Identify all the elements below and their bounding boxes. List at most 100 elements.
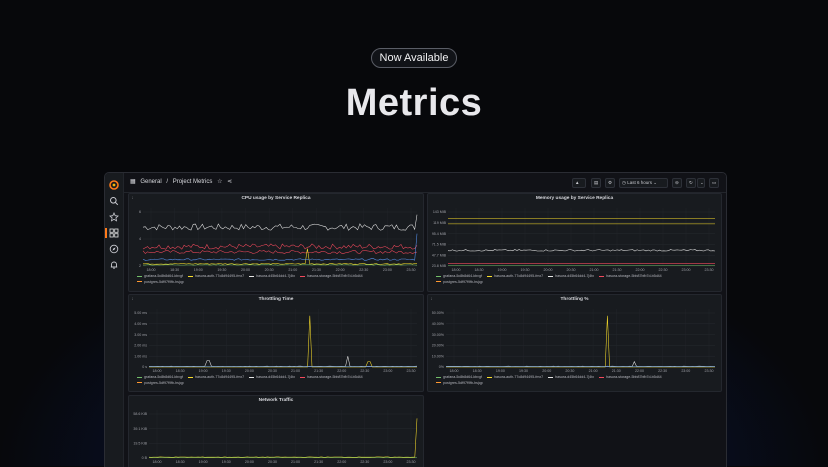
legend-item[interactable]: hasura-storage-5bb87bfb7d-b5d44 xyxy=(599,375,662,379)
legend-item[interactable]: grafana-5c8b8d64-kbvgf xyxy=(436,375,482,379)
series-line xyxy=(142,233,418,261)
x-tick-label: 21:00 xyxy=(589,369,598,373)
chevron-down-icon: ⌄ xyxy=(653,180,658,185)
chart-svg: 0 s 1.00 ms 2.00 ms 3.00 ms 4.00 ms 5.00 ms 18… xyxy=(134,309,418,373)
legend-swatch xyxy=(436,376,441,378)
save-icon[interactable]: ▤ xyxy=(591,178,601,188)
legend-item[interactable]: hasura-d45b64dd4-7j4tx xyxy=(249,274,295,278)
legend-item[interactable]: hasura-storage-5bb87bfb7d-b5d44 xyxy=(300,375,363,379)
throttling-percent-panel[interactable]: 0% 10.00% 20.00% 30.00% 40.00% 50.00% 18:00 18:… xyxy=(427,294,722,392)
series-line xyxy=(148,418,418,458)
settings-icon[interactable]: ⚙ xyxy=(605,178,615,188)
legend-item[interactable]: hasura-storage-5bb87bfb7d-b5d44 xyxy=(599,274,662,278)
breadcrumb-dashboard[interactable]: Project Metrics xyxy=(172,179,213,185)
tv-mode-icon[interactable]: ▭ xyxy=(709,178,719,188)
cpu-usage-panel[interactable]: 2 4 6 18:00 18:30 19:00 19:30 20:00 20:30 21:00 21… xyxy=(128,193,424,292)
throttling-time-panel[interactable]: 0 s 1.00 ms 2.00 ms 3.00 ms 4.00 ms 5.00 ms 18… xyxy=(128,294,424,392)
legend-swatch xyxy=(137,281,142,283)
legend-label: hasura-storage-5bb87bfb7d-b5d44 xyxy=(606,274,662,278)
star-icon[interactable] xyxy=(109,212,119,222)
legend-item[interactable]: postgres-5df97f9fb-hsjqp xyxy=(137,280,184,284)
x-tick-label: 21:30 xyxy=(613,268,622,272)
x-tick-label: 22:00 xyxy=(636,268,645,272)
share-icon[interactable]: ⋖ xyxy=(227,179,233,185)
x-tick-label: 18:00 xyxy=(452,268,461,272)
legend-item[interactable]: hasura-auth-77c8d94495-fmx7 xyxy=(187,375,244,379)
y-tick-label: 0 s xyxy=(142,365,147,369)
y-tick-label: 143 MiB xyxy=(433,210,447,214)
legend-item[interactable]: hasura-d45b64dd4-7j4tx xyxy=(548,274,594,278)
legend-item[interactable]: grafana-5c8b8d64-kbvgf xyxy=(436,274,482,278)
legend-item[interactable]: hasura-auth-77c8d94495-fmx7 xyxy=(486,375,543,379)
breadcrumb-folder[interactable]: General xyxy=(140,179,162,185)
panel-title: CPU usage by Service Replica xyxy=(241,196,311,201)
series-line xyxy=(149,315,417,368)
zoom-out-icon[interactable]: ⊖ xyxy=(672,178,682,188)
x-tick-label: 23:00 xyxy=(681,369,690,373)
dashboards-icon[interactable] xyxy=(109,228,119,238)
x-tick-label: 18:00 xyxy=(147,268,156,272)
x-tick-label: 23:30 xyxy=(407,369,416,373)
x-tick-label: 22:30 xyxy=(659,268,668,272)
panel-menu-icon[interactable]: ⁞ xyxy=(132,195,134,200)
memory-usage-panel[interactable]: 23.8 MiB 47.7 MiB 71.5 MiB 95.4 MiB 119 MiB 1… xyxy=(427,193,722,292)
legend-item[interactable]: grafana-5c8b8d64-kbvgf xyxy=(137,375,183,379)
alerting-icon[interactable] xyxy=(109,260,119,270)
legend-swatch xyxy=(137,275,142,277)
add-panel-icon[interactable]: ▲ xyxy=(572,178,586,188)
sidebar xyxy=(105,173,124,467)
x-tick-label: 20:30 xyxy=(268,369,277,373)
explore-icon[interactable] xyxy=(109,244,119,254)
legend-item[interactable]: hasura-d45b64dd4-7j4tx xyxy=(249,375,295,379)
legend-item[interactable]: hasura-d45b64dd4-7j4tx xyxy=(548,375,594,379)
legend-item[interactable]: grafana-5c8b8d64-kbvgf xyxy=(137,274,183,278)
legend-label: postgres-5df97f9fb-hsjqp xyxy=(144,380,184,385)
x-tick-label: 21:00 xyxy=(291,369,300,373)
legend-label: hasura-d45b64dd4-7j4tx xyxy=(256,375,296,379)
legend-swatch xyxy=(187,376,193,378)
legend-item[interactable]: postgres-5df97f9fb-hsjqp xyxy=(137,381,184,385)
legend: postgres-5df97f9fb-hsjqp xyxy=(436,280,488,284)
legend-item[interactable]: hasura-storage-5bb87bfb7d-b5d44 xyxy=(300,274,363,278)
legend-label: grafana-5c8b8d64-kbvgf xyxy=(144,274,183,278)
star-icon[interactable]: ☆ xyxy=(217,179,223,185)
y-tick-label: 4 xyxy=(139,237,141,241)
legend-item[interactable]: postgres-5df97f9fb-hsjqp xyxy=(436,280,483,284)
x-tick-label: 18:30 xyxy=(176,460,185,464)
panel-menu-icon[interactable]: ⁞ xyxy=(431,296,433,301)
panel-menu-icon[interactable]: ⁞ xyxy=(132,296,134,301)
y-tick-label: 119 MiB xyxy=(433,221,447,225)
y-tick-label: 5.00 ms xyxy=(134,311,147,315)
x-tick-label: 22:30 xyxy=(359,268,368,272)
legend-label: grafana-5c8b8d64-kbvgf xyxy=(443,274,482,278)
time-range-picker[interactable]: ◷ Last 6 hours ⌄ xyxy=(619,178,668,188)
x-tick-label: 20:00 xyxy=(245,369,254,373)
series-line xyxy=(447,249,716,252)
legend-item[interactable]: postgres-5df97f9fb-hsjqp xyxy=(436,381,483,385)
x-tick-label: 23:00 xyxy=(383,268,392,272)
legend-label: hasura-auth-77c8d94495-fmx7 xyxy=(194,274,245,278)
search-icon[interactable] xyxy=(109,196,119,206)
x-tick-label: 18:30 xyxy=(176,369,185,373)
legend-label: hasura-d45b64dd4-7j4tx xyxy=(555,274,595,278)
x-tick-label: 18:00 xyxy=(153,369,162,373)
legend-swatch xyxy=(137,376,142,378)
panel-title: Throttling Time xyxy=(258,297,294,302)
network-traffic-panel[interactable]: 0 B 19.5 KiB 39.1 KiB 58.6 KiB 18:00 18:30 19:… xyxy=(128,395,424,467)
legend-label: hasura-d45b64dd4-7j4tx xyxy=(555,375,595,379)
legend-swatch xyxy=(599,376,605,378)
time-range-label: Last 6 hours xyxy=(627,180,652,185)
legend-item[interactable]: hasura-auth-77c8d94495-fmx7 xyxy=(187,274,245,278)
x-tick-label: 21:00 xyxy=(291,460,300,464)
refresh-icon[interactable]: ↻ xyxy=(686,178,696,188)
y-tick-label: 1.00 ms xyxy=(134,354,147,358)
legend: postgres-5df97f9fb-hsjqp xyxy=(436,381,488,385)
legend-item[interactable]: hasura-auth-77c8d94495-fmx7 xyxy=(486,274,543,278)
grafana-logo-icon[interactable] xyxy=(109,180,119,190)
x-tick-label: 22:00 xyxy=(336,268,345,272)
y-tick-label: 0 B xyxy=(142,456,148,460)
x-tick-label: 23:00 xyxy=(383,369,392,373)
series-line xyxy=(143,248,418,265)
chevron-down-icon[interactable]: ⌄ xyxy=(697,178,705,188)
x-tick-label: 22:00 xyxy=(337,460,346,464)
